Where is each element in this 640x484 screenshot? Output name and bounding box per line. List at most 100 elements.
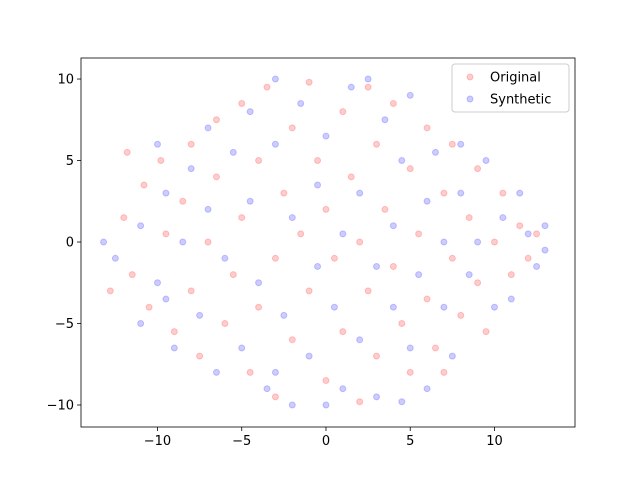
point xyxy=(516,222,524,230)
point xyxy=(482,157,490,165)
point xyxy=(415,230,423,238)
point xyxy=(288,401,296,409)
point xyxy=(389,303,397,311)
point xyxy=(423,197,431,205)
point xyxy=(255,279,263,287)
point xyxy=(123,148,131,156)
point xyxy=(246,197,254,205)
point xyxy=(482,328,490,336)
point xyxy=(196,352,204,360)
point xyxy=(440,238,448,246)
point xyxy=(162,230,170,238)
point xyxy=(406,344,414,352)
point xyxy=(271,393,279,401)
point xyxy=(196,311,204,319)
point xyxy=(153,140,161,148)
point xyxy=(238,99,246,107)
point xyxy=(398,398,406,406)
point xyxy=(297,99,305,107)
point xyxy=(339,385,347,393)
point xyxy=(204,124,212,132)
point xyxy=(356,336,364,344)
point xyxy=(305,352,313,360)
x-tick-label: −10 xyxy=(144,434,171,449)
point xyxy=(364,287,372,295)
point xyxy=(305,78,313,86)
point xyxy=(356,238,364,246)
point xyxy=(162,189,170,197)
point xyxy=(153,279,161,287)
point xyxy=(364,75,372,83)
point xyxy=(106,287,114,295)
point xyxy=(381,205,389,213)
legend-label: Synthetic xyxy=(490,93,551,108)
point xyxy=(339,108,347,116)
point xyxy=(524,230,532,238)
point xyxy=(533,262,541,270)
point xyxy=(373,262,381,270)
x-tick-label: 5 xyxy=(406,434,414,449)
point xyxy=(128,271,136,279)
point xyxy=(322,205,330,213)
point xyxy=(330,254,338,262)
point xyxy=(389,222,397,230)
point xyxy=(288,336,296,344)
point xyxy=(322,401,330,409)
point xyxy=(288,124,296,132)
point xyxy=(457,189,465,197)
point xyxy=(465,214,473,222)
legend-box xyxy=(451,63,570,113)
point xyxy=(516,189,524,197)
point xyxy=(221,320,229,328)
point xyxy=(423,295,431,303)
point xyxy=(297,230,305,238)
point xyxy=(398,320,406,328)
point xyxy=(474,279,482,287)
point xyxy=(465,271,473,279)
point xyxy=(373,352,381,360)
x-tick-label: 10 xyxy=(486,434,503,449)
point xyxy=(280,189,288,197)
point xyxy=(162,295,170,303)
point xyxy=(288,214,296,222)
point xyxy=(448,352,456,360)
point xyxy=(246,108,254,116)
point xyxy=(474,165,482,173)
point xyxy=(255,303,263,311)
point xyxy=(406,165,414,173)
point xyxy=(100,238,108,246)
point xyxy=(179,197,187,205)
point xyxy=(448,254,456,262)
point xyxy=(381,116,389,124)
point xyxy=(474,238,482,246)
point xyxy=(314,181,322,189)
legend-label: Original xyxy=(490,71,541,86)
point xyxy=(389,99,397,107)
point xyxy=(179,238,187,246)
point xyxy=(221,254,229,262)
point xyxy=(280,311,288,319)
point xyxy=(373,393,381,401)
point xyxy=(229,271,237,279)
point xyxy=(457,311,465,319)
point xyxy=(137,320,145,328)
point xyxy=(406,368,414,376)
point xyxy=(507,295,515,303)
point xyxy=(507,271,515,279)
point xyxy=(398,157,406,165)
point xyxy=(204,238,212,246)
point xyxy=(271,254,279,262)
point xyxy=(364,83,372,91)
legend-marker xyxy=(466,73,474,81)
point xyxy=(490,303,498,311)
point xyxy=(263,83,271,91)
legend-marker xyxy=(466,95,474,103)
plot-frame xyxy=(80,57,576,428)
point xyxy=(212,173,220,181)
point xyxy=(457,140,465,148)
point xyxy=(187,165,195,173)
point xyxy=(145,303,153,311)
point xyxy=(314,157,322,165)
point xyxy=(246,368,254,376)
